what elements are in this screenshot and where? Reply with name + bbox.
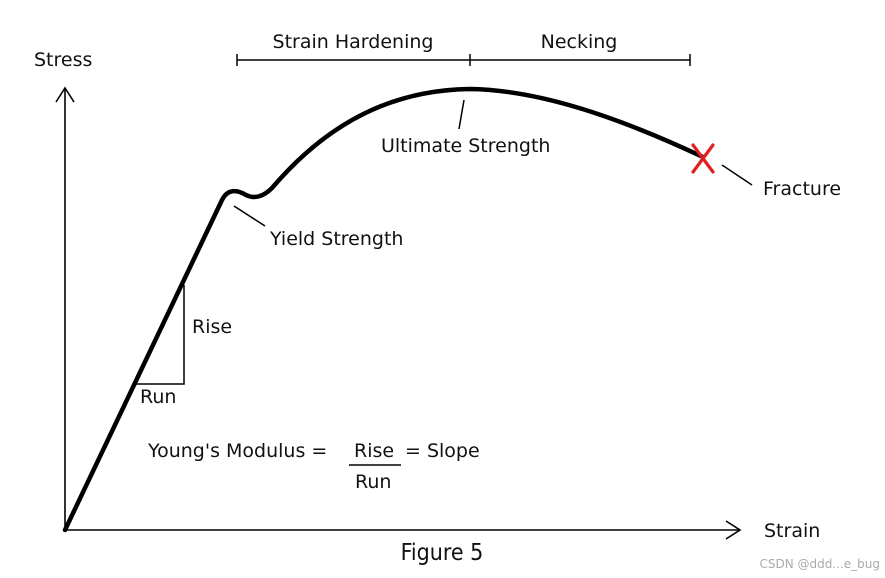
necking-label: Necking — [541, 31, 618, 53]
formula-lhs: Young's Modulus = — [147, 440, 327, 462]
y-axis-label: Stress — [34, 49, 92, 71]
formula-denominator: Run — [355, 471, 391, 493]
fracture-label: Fracture — [763, 178, 841, 200]
x-axis-label: Strain — [764, 520, 820, 542]
watermark: CSDN @ddd...e_bug — [759, 557, 880, 571]
rise-label: Rise — [192, 316, 232, 338]
yield-strength-leader — [233, 205, 266, 227]
axes — [55, 86, 742, 540]
fracture-leader — [721, 164, 753, 186]
fracture-x-icon — [691, 143, 715, 174]
ultimate-strength-leader — [458, 99, 465, 130]
x-axis-arrowhead — [725, 520, 742, 540]
yield-strength-label: Yield Strength — [269, 228, 403, 250]
region-brackets — [236, 54, 691, 66]
ultimate-strength-label: Ultimate Strength — [381, 135, 550, 157]
formula-numerator: Rise — [354, 440, 394, 462]
run-label: Run — [140, 386, 176, 408]
y-axis-arrowhead — [55, 86, 75, 103]
slope-triangle — [134, 285, 185, 385]
formula-rhs: = Slope — [405, 440, 480, 462]
stress-strain-curve — [62, 86, 706, 533]
strain-hardening-label: Strain Hardening — [273, 31, 434, 53]
figure-caption: Figure 5 — [401, 540, 484, 566]
